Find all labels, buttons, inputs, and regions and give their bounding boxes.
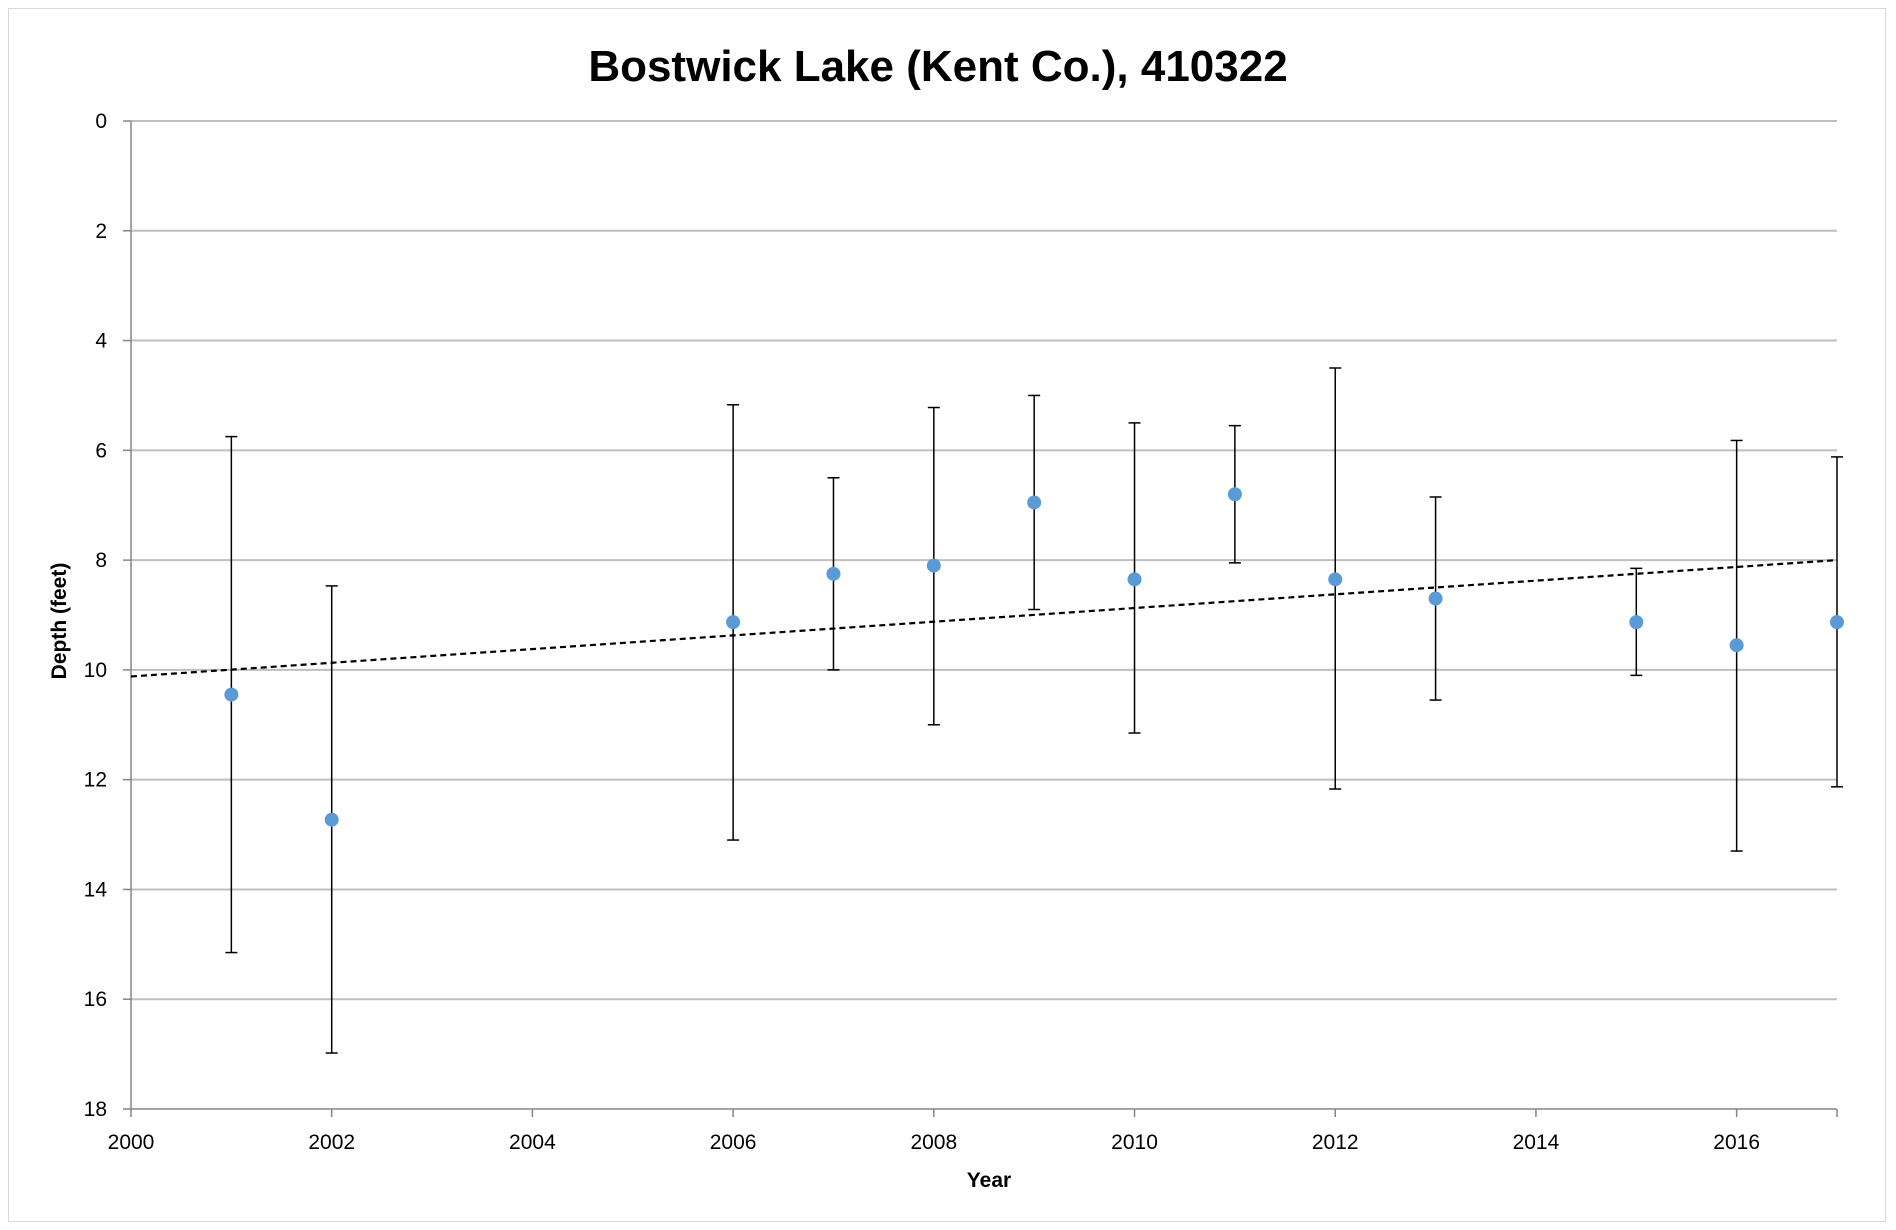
data-point [1027,495,1042,510]
chart-svg: Bostwick Lake (Kent Co.), 410322 2000 200… [48,42,1844,1192]
x-tick-label: 2008 [910,1131,957,1154]
y-tick-label: 0 [95,110,107,133]
y-tick-label: 8 [95,549,107,572]
data-point [926,558,941,573]
x-tick-labels: 2000 2002 2004 2006 2008 2010 2012 2014 2016 [108,1131,1760,1154]
grid-lines [131,120,1837,1001]
data-point [224,687,239,702]
data-point [1729,638,1744,653]
trendline-group [130,559,1838,678]
y-tick-labels: 0 2 4 6 8 10 12 14 16 18 [84,110,108,1121]
x-tick-label: 2016 [1713,1131,1760,1154]
y-axis-title: Depth (feet) [48,563,71,680]
data-point [1629,615,1644,630]
chart-frame: Bostwick Lake (Kent Co.), 410322 2000 200… [8,8,1886,1222]
y-tick-label: 18 [84,1098,107,1121]
data-point [726,615,741,630]
x-tick-label: 2006 [710,1131,757,1154]
data-points [224,487,1844,827]
data-point [1328,572,1343,587]
x-tick-label: 2012 [1312,1131,1359,1154]
error-bars [225,367,1843,1054]
x-tick-label: 2014 [1513,1131,1560,1154]
y-tick-label: 10 [84,659,107,682]
x-tick-label: 2010 [1111,1131,1158,1154]
x-tick-label: 2004 [509,1131,556,1154]
data-point [826,566,841,581]
data-point [1830,615,1844,630]
x-tick-label: 2000 [108,1131,155,1154]
x-tick-label: 2002 [308,1131,355,1154]
chart-title: Bostwick Lake (Kent Co.), 410322 [588,42,1287,91]
data-point [324,812,339,827]
data-point [1428,591,1443,606]
data-point [1227,487,1242,502]
axes [123,120,1838,1117]
trendline [130,559,1838,678]
y-tick-label: 16 [84,988,107,1011]
data-point [1127,572,1142,587]
y-tick-label: 14 [84,878,108,901]
y-tick-label: 6 [95,439,107,462]
y-tick-label: 2 [95,220,107,243]
y-tick-label: 12 [84,769,107,792]
x-axis-title: Year [967,1169,1011,1192]
y-tick-label: 4 [95,330,107,353]
